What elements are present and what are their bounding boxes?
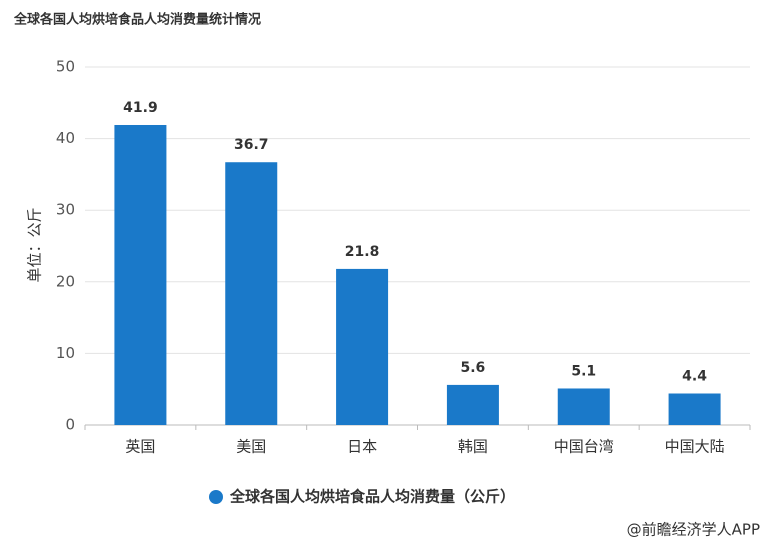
- bar: [446, 384, 499, 425]
- x-tick-label: 英国: [125, 438, 155, 456]
- bar: [557, 388, 610, 425]
- legend-marker: [209, 490, 223, 504]
- bar: [225, 162, 278, 425]
- bar: [336, 268, 389, 425]
- value-label: 21.8: [345, 244, 380, 260]
- y-tick-label: 10: [56, 344, 75, 362]
- y-tick-label: 30: [56, 201, 75, 219]
- x-tick-label: 韩国: [458, 438, 488, 456]
- bar: [668, 393, 721, 425]
- value-label: 5.6: [461, 360, 486, 376]
- x-tick-label: 日本: [347, 438, 377, 456]
- source: @前瞻经济学人APP: [627, 521, 760, 539]
- x-tick-label: 美国: [236, 438, 266, 456]
- x-tick-label: 中国大陆: [665, 438, 725, 456]
- x-tick-label: 中国台湾: [554, 438, 614, 456]
- y-tick-label: 0: [65, 416, 75, 434]
- y-tick-label: 40: [56, 129, 75, 147]
- value-label: 5.1: [571, 363, 596, 379]
- y-axis-label: 单位：公斤: [26, 207, 44, 282]
- y-tick-label: 20: [56, 272, 75, 290]
- legend-label: 全球各国人均烘培食品人均消费量（公斤）: [229, 488, 515, 506]
- chart-title: 全球各国人均烘培食品人均消费量统计情况: [13, 12, 261, 28]
- value-label: 36.7: [234, 137, 269, 153]
- bar: [114, 124, 167, 425]
- value-label: 41.9: [123, 100, 158, 116]
- value-label: 4.4: [682, 368, 707, 384]
- y-tick-label: 50: [56, 58, 75, 76]
